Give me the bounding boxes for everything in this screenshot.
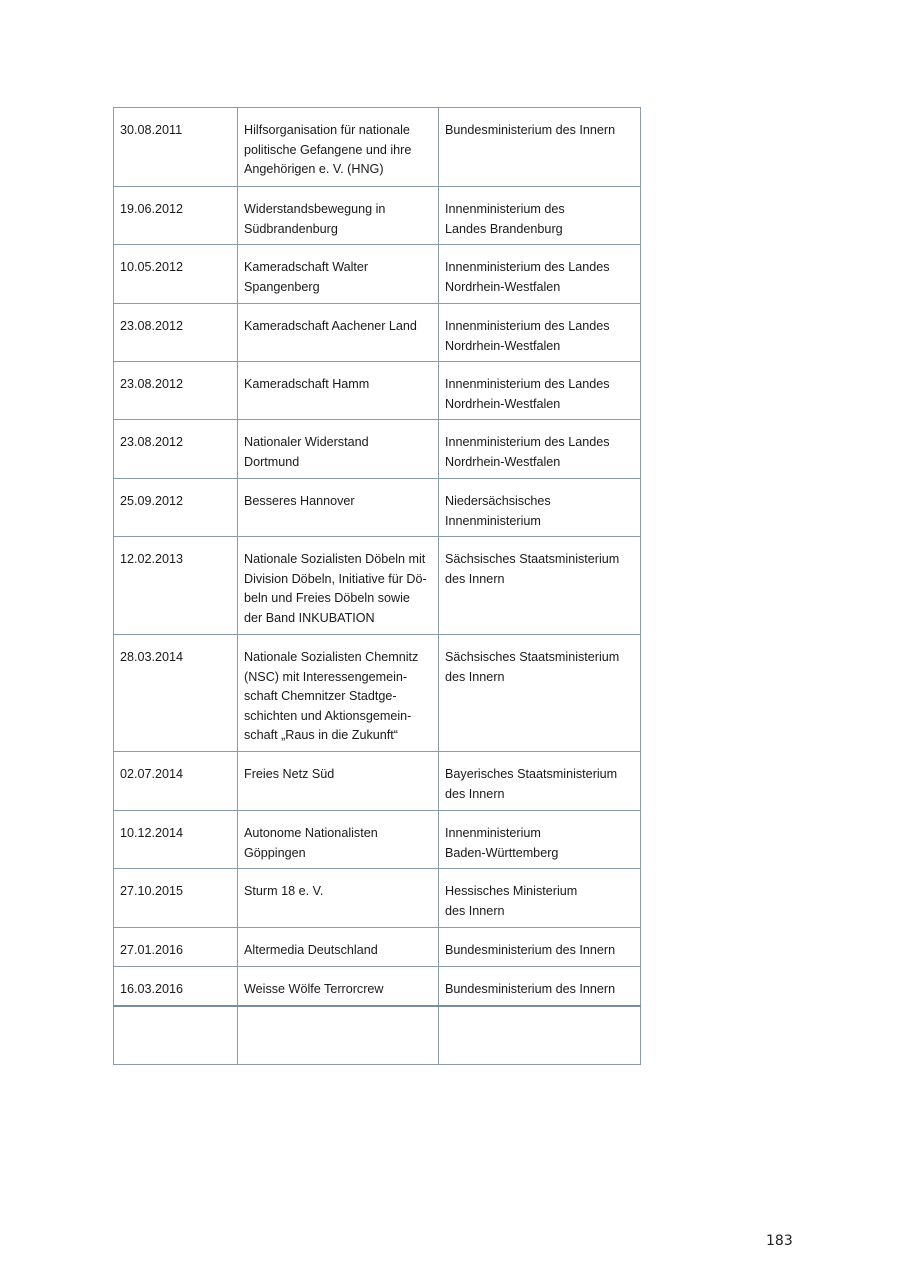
- authority-cell: Innenministerium des Landes Nordrhein-We…: [438, 244, 641, 304]
- authority-cell: Hessisches Ministerium des Innern: [438, 868, 641, 928]
- authority-cell: Innenministerium des Landes Nordrhein-We…: [438, 303, 641, 362]
- authority-cell: Innenministerium des Landes Brandenburg: [438, 186, 641, 245]
- authority-cell: Bundesministerium des Innern: [438, 966, 641, 1006]
- authority-cell: Innenministerium Baden-Württemberg: [438, 810, 641, 869]
- date-cell: 25.09.2012: [113, 478, 238, 537]
- authority-cell: Innenministerium des Landes Nordrhein-We…: [438, 419, 641, 479]
- date-cell: 02.07.2014: [113, 751, 238, 811]
- authority-cell: Innenministerium des Landes Nordrhein-We…: [438, 361, 641, 420]
- organization-cell: Nationale Sozialisten Döbeln mit Divisio…: [237, 536, 439, 635]
- organization-cell: Nationale Sozialisten Chemnitz (NSC) mit…: [237, 634, 439, 752]
- date-cell: 10.12.2014: [113, 810, 238, 869]
- date-cell: 12.02.2013: [113, 536, 238, 635]
- table-row: 25.09.2012 Besseres Hannover Niedersächsis…: [113, 478, 641, 537]
- date-cell: [113, 1004, 238, 1065]
- organization-cell: Freies Netz Süd: [237, 751, 439, 811]
- table-row: 19.06.2012 Widerstandsbewegung in Südbran…: [113, 186, 641, 245]
- organization-cell: [237, 1004, 439, 1065]
- table-row: [113, 1004, 641, 1065]
- table-row: 10.05.2012 Kameradschaft Walter Spangenbe…: [113, 244, 641, 304]
- organization-cell: Hilfsorganisation für nationale politisc…: [237, 107, 439, 187]
- organization-cell: Sturm 18 e. V.: [237, 868, 439, 928]
- table-row: 23.08.2012 Kameradschaft Aachener Land Inn…: [113, 303, 641, 362]
- authority-cell: Bundesministerium des Innern: [438, 107, 641, 187]
- authority-cell: Sächsisches Staatsministerium des Innern: [438, 536, 641, 635]
- organization-cell: Autonome Nationalisten Göppingen: [237, 810, 439, 869]
- date-cell: 19.06.2012: [113, 186, 238, 245]
- ban-table: 30.08.2011 Hilfsorganisation für national…: [113, 107, 641, 1065]
- date-cell: 23.08.2012: [113, 361, 238, 420]
- table-row: 02.07.2014 Freies Netz Süd Bayerisches Sta…: [113, 751, 641, 811]
- table-row: 23.08.2012 Nationaler Widerstand Dortmund…: [113, 419, 641, 479]
- authority-cell: [438, 1004, 641, 1065]
- authority-cell: Bundesministerium des Innern: [438, 927, 641, 967]
- date-cell: 16.03.2016: [113, 966, 238, 1006]
- date-cell: 23.08.2012: [113, 419, 238, 479]
- table-row: 23.08.2012 Kameradschaft Hamm Innenministe…: [113, 361, 641, 420]
- table-row: 30.08.2011 Hilfsorganisation für national…: [113, 107, 641, 187]
- organization-cell: Besseres Hannover: [237, 478, 439, 537]
- date-cell: 30.08.2011: [113, 107, 238, 187]
- table-row: 12.02.2013 Nationale Sozialisten Döbeln m…: [113, 536, 641, 635]
- organization-cell: Nationaler Widerstand Dortmund: [237, 419, 439, 479]
- organization-cell: Widerstandsbewegung in Südbrandenburg: [237, 186, 439, 245]
- authority-cell: Niedersächsisches Innenministerium: [438, 478, 641, 537]
- date-cell: 27.01.2016: [113, 927, 238, 967]
- date-cell: 28.03.2014: [113, 634, 238, 752]
- page-number: 183: [766, 1233, 793, 1249]
- date-cell: 23.08.2012: [113, 303, 238, 362]
- date-cell: 27.10.2015: [113, 868, 238, 928]
- authority-cell: Sächsisches Staatsministerium des Innern: [438, 634, 641, 752]
- date-cell: 10.05.2012: [113, 244, 238, 304]
- table-row: 10.12.2014 Autonome Nationalisten Göpping…: [113, 810, 641, 869]
- organization-cell: Kameradschaft Hamm: [237, 361, 439, 420]
- organization-cell: Altermedia Deutschland: [237, 927, 439, 967]
- organization-cell: Kameradschaft Walter Spangenberg: [237, 244, 439, 304]
- authority-cell: Bayerisches Staatsministerium des Innern: [438, 751, 641, 811]
- table-row: 27.01.2016 Altermedia Deutschland Bundesmi…: [113, 927, 641, 967]
- table-row: 28.03.2014 Nationale Sozialisten Chemnitz…: [113, 634, 641, 752]
- table-body: 30.08.2011 Hilfsorganisation für national…: [113, 107, 641, 1065]
- table-row: 16.03.2016 Weisse Wölfe Terrorcrew Bundesm…: [113, 966, 641, 1006]
- organization-cell: Kameradschaft Aachener Land: [237, 303, 439, 362]
- table-row: 27.10.2015 Sturm 18 e. V. Hessisches Minis…: [113, 868, 641, 928]
- organization-cell: Weisse Wölfe Terrorcrew: [237, 966, 439, 1006]
